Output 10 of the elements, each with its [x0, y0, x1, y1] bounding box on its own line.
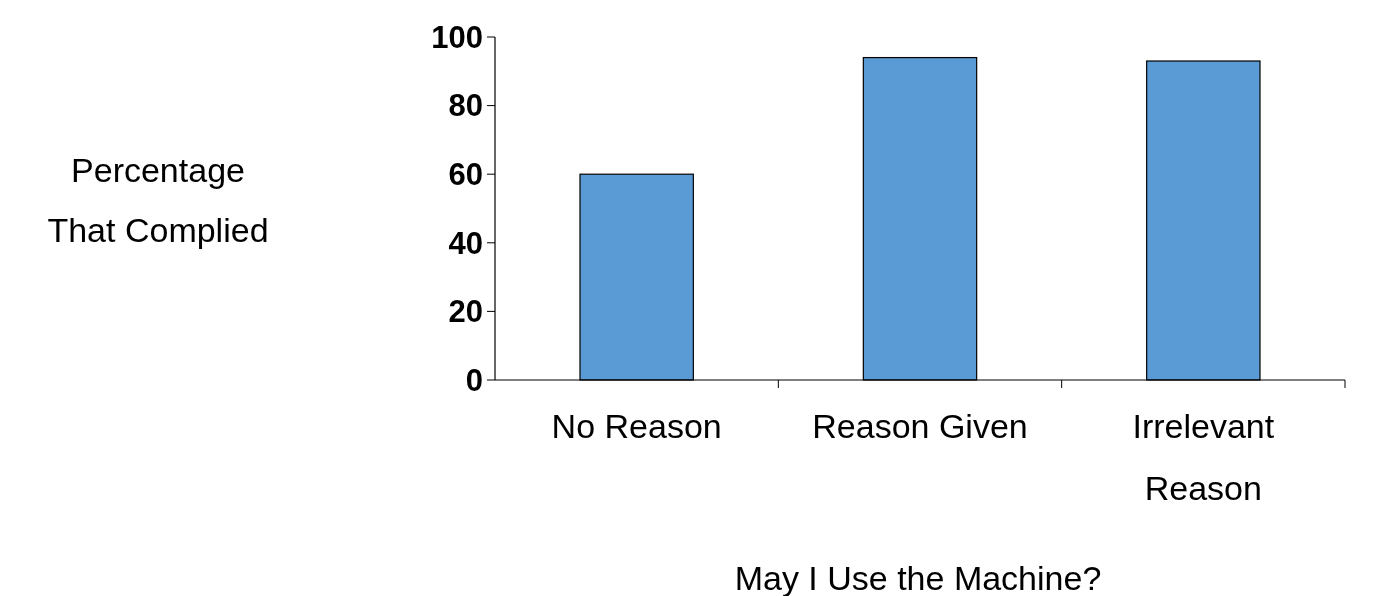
x-tick-label: Reason Given: [812, 407, 1028, 445]
y-tick-label: 100: [431, 19, 483, 55]
y-tick-label: 40: [448, 225, 483, 261]
y-tick-label: 60: [448, 157, 483, 193]
y-tick-label: 0: [465, 362, 483, 398]
y-tick-label: 80: [448, 88, 483, 124]
y-tick-label: 20: [448, 294, 483, 330]
y-axis-title: Percentage That Complied: [47, 151, 269, 249]
x-tick-label: Irrelevant Reason: [1132, 407, 1275, 507]
x-tick-label: No Reason: [551, 407, 722, 445]
